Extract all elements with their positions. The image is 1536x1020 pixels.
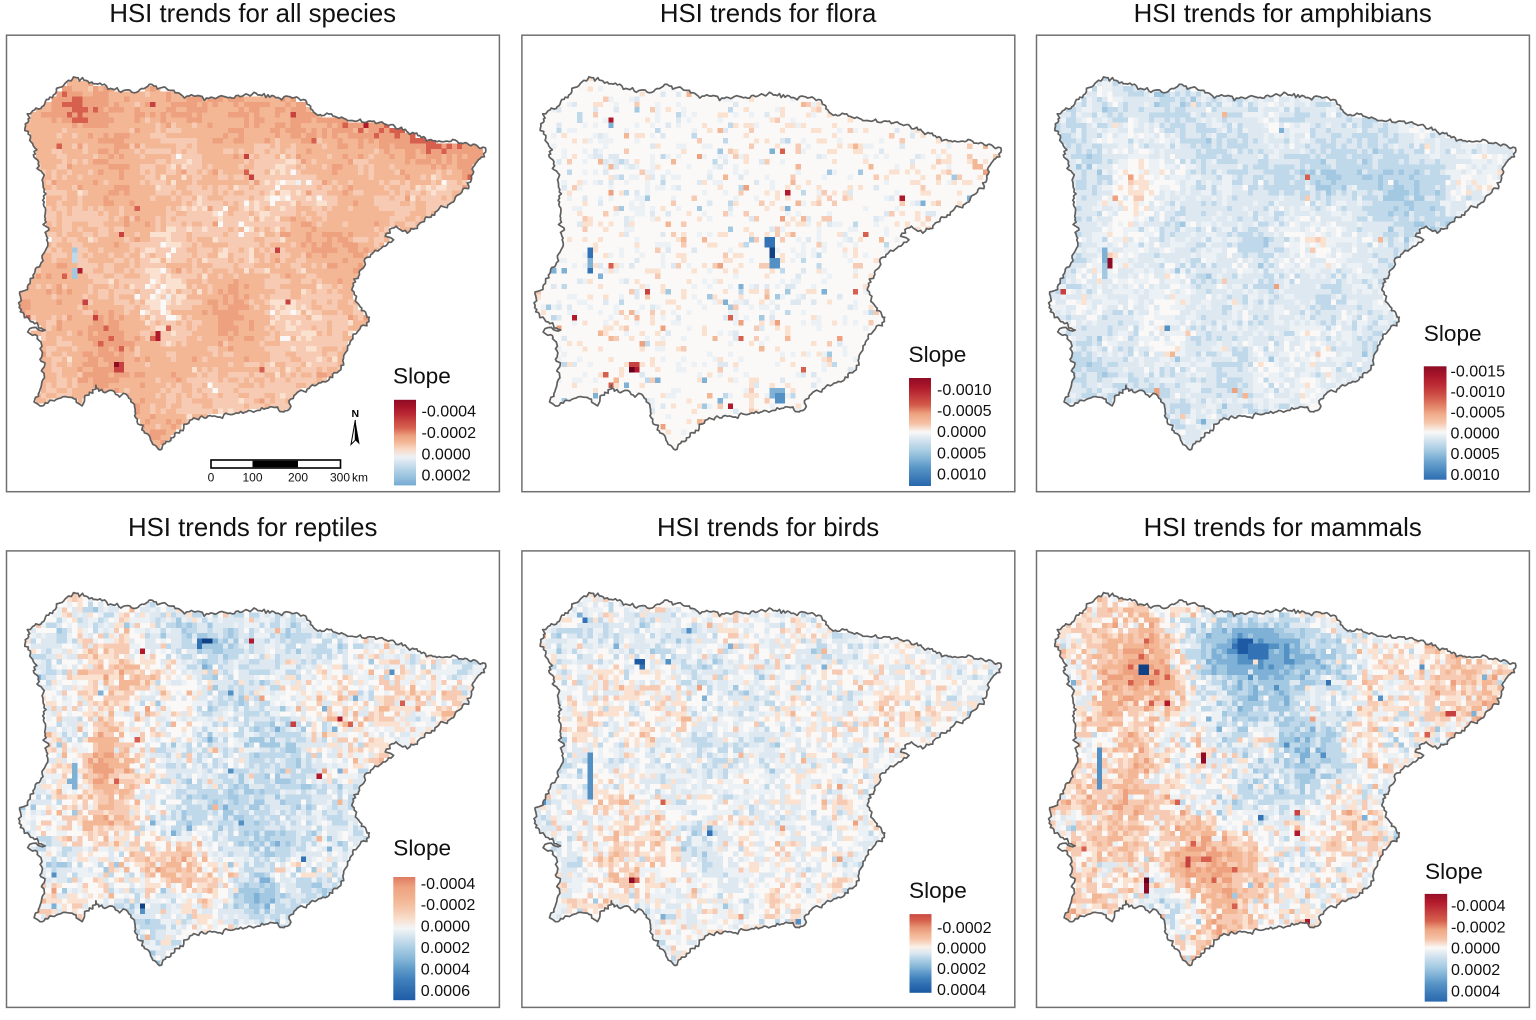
svg-text:-0.0002: -0.0002 [422,424,477,442]
svg-text:0.0005: 0.0005 [1451,445,1500,463]
svg-text:0.0005: 0.0005 [937,444,986,462]
svg-text:HSI trends for amphibians: HSI trends for amphibians [1134,0,1432,28]
svg-text:-0.0004: -0.0004 [421,875,476,893]
svg-text:-0.0010: -0.0010 [937,381,992,399]
svg-text:-0.0010: -0.0010 [1451,383,1506,401]
svg-text:Slope: Slope [1425,859,1483,884]
svg-text:0: 0 [208,471,215,485]
svg-text:-0.0005: -0.0005 [1451,404,1506,422]
svg-text:0.0002: 0.0002 [1451,961,1500,979]
svg-text:HSI trends for reptiles: HSI trends for reptiles [128,514,377,542]
svg-text:300: 300 [330,471,350,485]
svg-text:km: km [352,471,368,485]
svg-text:0.0002: 0.0002 [937,960,986,978]
svg-text:Slope: Slope [909,878,967,903]
svg-text:HSI trends for flora: HSI trends for flora [660,0,877,28]
svg-text:0.0000: 0.0000 [1451,940,1500,958]
svg-text:0.0000: 0.0000 [937,940,986,958]
svg-text:-0.0005: -0.0005 [937,402,992,420]
svg-text:0.0002: 0.0002 [422,467,471,485]
svg-text:-0.0002: -0.0002 [421,896,476,914]
svg-text:100: 100 [242,471,262,485]
svg-text:0.0004: 0.0004 [1451,983,1500,1001]
svg-text:-0.0004: -0.0004 [422,403,477,421]
svg-text:Slope: Slope [909,342,967,367]
svg-text:-0.0002: -0.0002 [1451,918,1506,936]
svg-text:N: N [352,408,360,420]
svg-text:-0.0002: -0.0002 [937,919,992,937]
svg-text:Slope: Slope [1424,321,1482,346]
svg-text:0.0000: 0.0000 [937,423,986,441]
svg-text:0.0000: 0.0000 [1451,424,1500,442]
svg-text:0.0006: 0.0006 [421,982,470,1000]
svg-text:HSI trends for birds: HSI trends for birds [657,514,879,542]
svg-text:0.0000: 0.0000 [421,918,470,936]
svg-text:0.0010: 0.0010 [937,465,986,483]
svg-text:0.0004: 0.0004 [421,960,470,978]
svg-text:0.0010: 0.0010 [1451,466,1500,484]
svg-text:Slope: Slope [393,836,451,861]
svg-text:-0.0015: -0.0015 [1451,362,1506,380]
svg-text:Slope: Slope [393,364,451,389]
svg-text:HSI trends for all species: HSI trends for all species [109,0,396,28]
svg-text:0.0004: 0.0004 [937,981,986,999]
svg-text:0.0000: 0.0000 [422,445,471,463]
svg-text:-0.0004: -0.0004 [1451,897,1506,915]
svg-text:200: 200 [288,471,308,485]
svg-text:HSI trends for mammals: HSI trends for mammals [1144,514,1422,542]
svg-text:0.0002: 0.0002 [421,939,470,957]
